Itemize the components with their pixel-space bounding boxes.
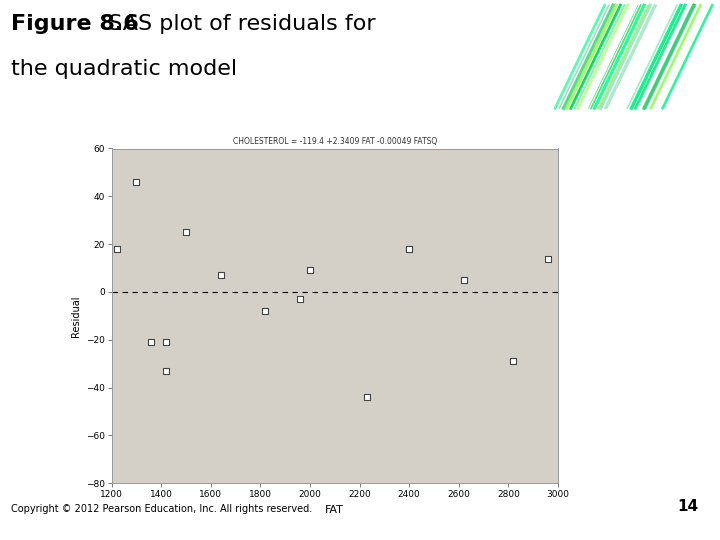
Point bbox=[403, 245, 415, 253]
Text: 14: 14 bbox=[678, 499, 698, 514]
Text: the quadratic model: the quadratic model bbox=[11, 59, 237, 79]
Point bbox=[508, 357, 519, 366]
Point bbox=[111, 245, 122, 253]
Point bbox=[130, 178, 142, 186]
Point bbox=[260, 307, 271, 315]
Y-axis label: Residual: Residual bbox=[71, 295, 81, 336]
Text: Figure 8.6: Figure 8.6 bbox=[11, 14, 138, 33]
Title: CHOLESTEROL = -119.4 +2.3409 FAT -0.00049 FATSQ: CHOLESTEROL = -119.4 +2.3409 FAT -0.0004… bbox=[233, 137, 437, 146]
Point bbox=[458, 276, 469, 285]
Point bbox=[305, 266, 316, 275]
Point bbox=[161, 338, 172, 347]
Point bbox=[403, 245, 415, 253]
Point bbox=[542, 254, 554, 263]
Point bbox=[294, 295, 306, 303]
Point bbox=[161, 367, 172, 375]
Point bbox=[145, 338, 157, 347]
Point bbox=[215, 271, 227, 280]
X-axis label: FAT: FAT bbox=[325, 505, 344, 515]
Text: SAS plot of residuals for: SAS plot of residuals for bbox=[94, 14, 375, 33]
Point bbox=[180, 228, 192, 237]
Text: Copyright © 2012 Pearson Education, Inc. All rights reserved.: Copyright © 2012 Pearson Education, Inc.… bbox=[11, 504, 312, 514]
Point bbox=[361, 393, 373, 402]
